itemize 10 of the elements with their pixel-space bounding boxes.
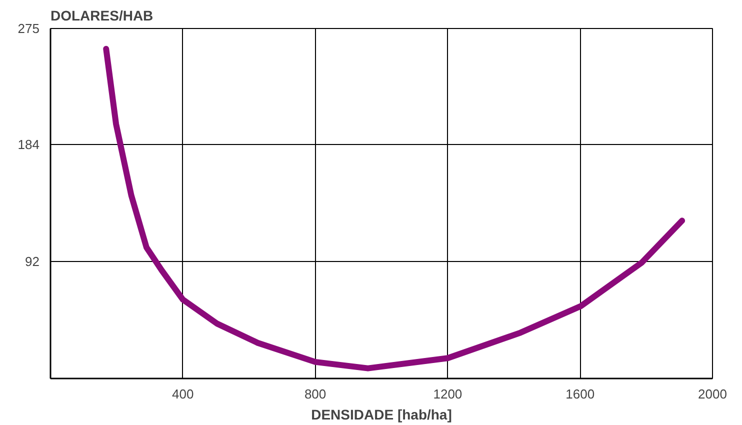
y-tick-label: 275 [18,21,40,36]
y-tick-label: 92 [25,254,40,269]
x-tick-label: 1200 [433,386,462,402]
y-tick-label: 184 [18,136,40,152]
x-tick-label: 800 [304,386,326,402]
x-tick-label: 2000 [698,386,727,402]
x-axis-title: DENSIDADE [hab/ha] [311,406,452,422]
y-axis-title: DOLARES/HAB [50,8,154,24]
x-tick-label: 1600 [566,386,595,402]
x-tick-label: 400 [172,386,194,402]
